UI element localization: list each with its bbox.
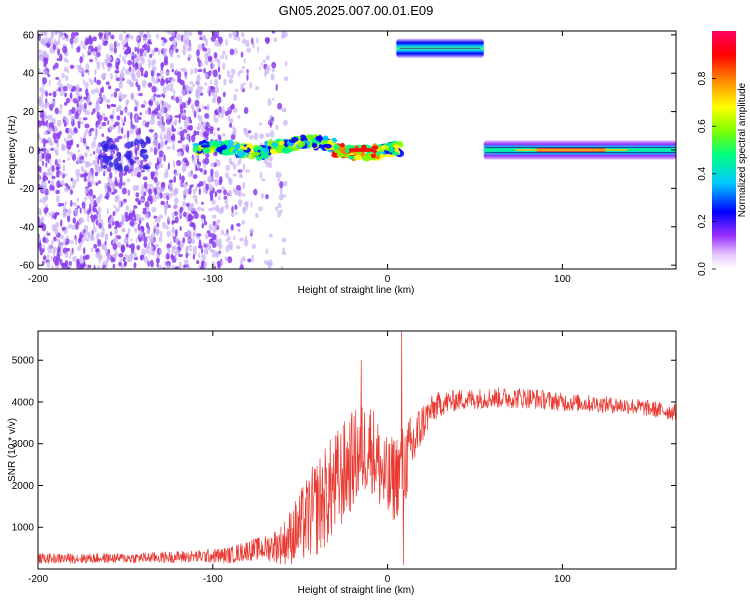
spectrogram-x-tick-label: 100	[554, 274, 571, 285]
snr-background	[38, 331, 676, 569]
spectrogram-echo-band	[192, 134, 405, 162]
snr-x-tick-label: -200	[28, 574, 48, 585]
colorbar-label: Normalized spectral amplitude	[737, 82, 748, 217]
spectrogram-panel: -200 -100 0 100 60 40 20 0 -20 -40 -60 Height of …	[7, 30, 677, 296]
spectrogram-plot-area	[38, 31, 676, 269]
snr-y-ticks: 1000 2000 3000 4000 5000	[12, 356, 676, 534]
spectrogram-y-tick-label: 20	[23, 107, 35, 118]
colorbar-tick-label: 0.6	[697, 119, 708, 133]
spectrogram-x-tick-label: 0	[385, 274, 391, 285]
spectrogram-y-tick-label: 60	[23, 30, 35, 41]
spectrogram-noise	[38, 31, 289, 269]
colorbar: 0.0 0.2 0.4 0.6 0.8 Normalized spectral ampl…	[697, 31, 748, 276]
spectrogram-x-tick-label: -100	[203, 274, 223, 285]
snr-plot-area	[38, 331, 676, 566]
spectrogram-x-tick-label: -200	[28, 274, 48, 285]
spectrogram-direct-band-core-edge	[515, 149, 628, 151]
snr-x-label: Height of straight line (km)	[298, 585, 415, 596]
colorbar-tick-label: 0.2	[697, 214, 708, 228]
colorbar-tick-label: 0.0	[697, 262, 708, 276]
spectrogram-y-tick-label: 0	[28, 146, 34, 157]
spectrogram-y-tick-label: 40	[23, 69, 35, 80]
spectrogram-y-ticks: 60 40 20 0 -20 -40 -60	[20, 30, 676, 272]
spectrogram-y-tick-label: -20	[20, 184, 35, 195]
snr-y-label: SNR (10 * v/v)	[7, 418, 18, 482]
snr-x-tick-label: -100	[203, 574, 223, 585]
snr-x-tick-label: 0	[385, 574, 391, 585]
spectrogram-y-label: Frequency (Hz)	[7, 116, 18, 185]
snr-y-tick-label: 5000	[12, 356, 35, 367]
snr-x-tick-label: 100	[554, 574, 571, 585]
spectrogram-x-ticks: -200 -100 0 100	[28, 31, 571, 285]
snr-frame	[37, 330, 677, 570]
spectrogram-y-tick-label: -60	[20, 261, 35, 272]
snr-y-tick-label: 1000	[12, 523, 35, 534]
snr-x-ticks: -200 -100 0 100	[28, 331, 571, 585]
spectrogram-x-label: Height of straight line (km)	[298, 285, 415, 296]
snr-y-tick-label: 3000	[12, 439, 35, 450]
spectrogram-y-tick-label: -40	[20, 222, 35, 233]
snr-series-line	[38, 331, 676, 566]
colorbar-ticks: 0.0 0.2 0.4 0.6 0.8	[697, 71, 716, 276]
snr-y-tick-label: 2000	[12, 481, 35, 492]
snr-panel: -200 -100 0 100 1000 2000 3000 4000 5000 Height…	[7, 330, 677, 596]
colorbar-gradient	[712, 31, 736, 269]
figure-title: GN05.2025.007.00.01.E09	[279, 3, 434, 18]
colorbar-tick-label: 0.8	[697, 71, 708, 85]
colorbar-tick-label: 0.4	[697, 166, 708, 180]
snr-y-tick-label: 4000	[12, 397, 35, 408]
